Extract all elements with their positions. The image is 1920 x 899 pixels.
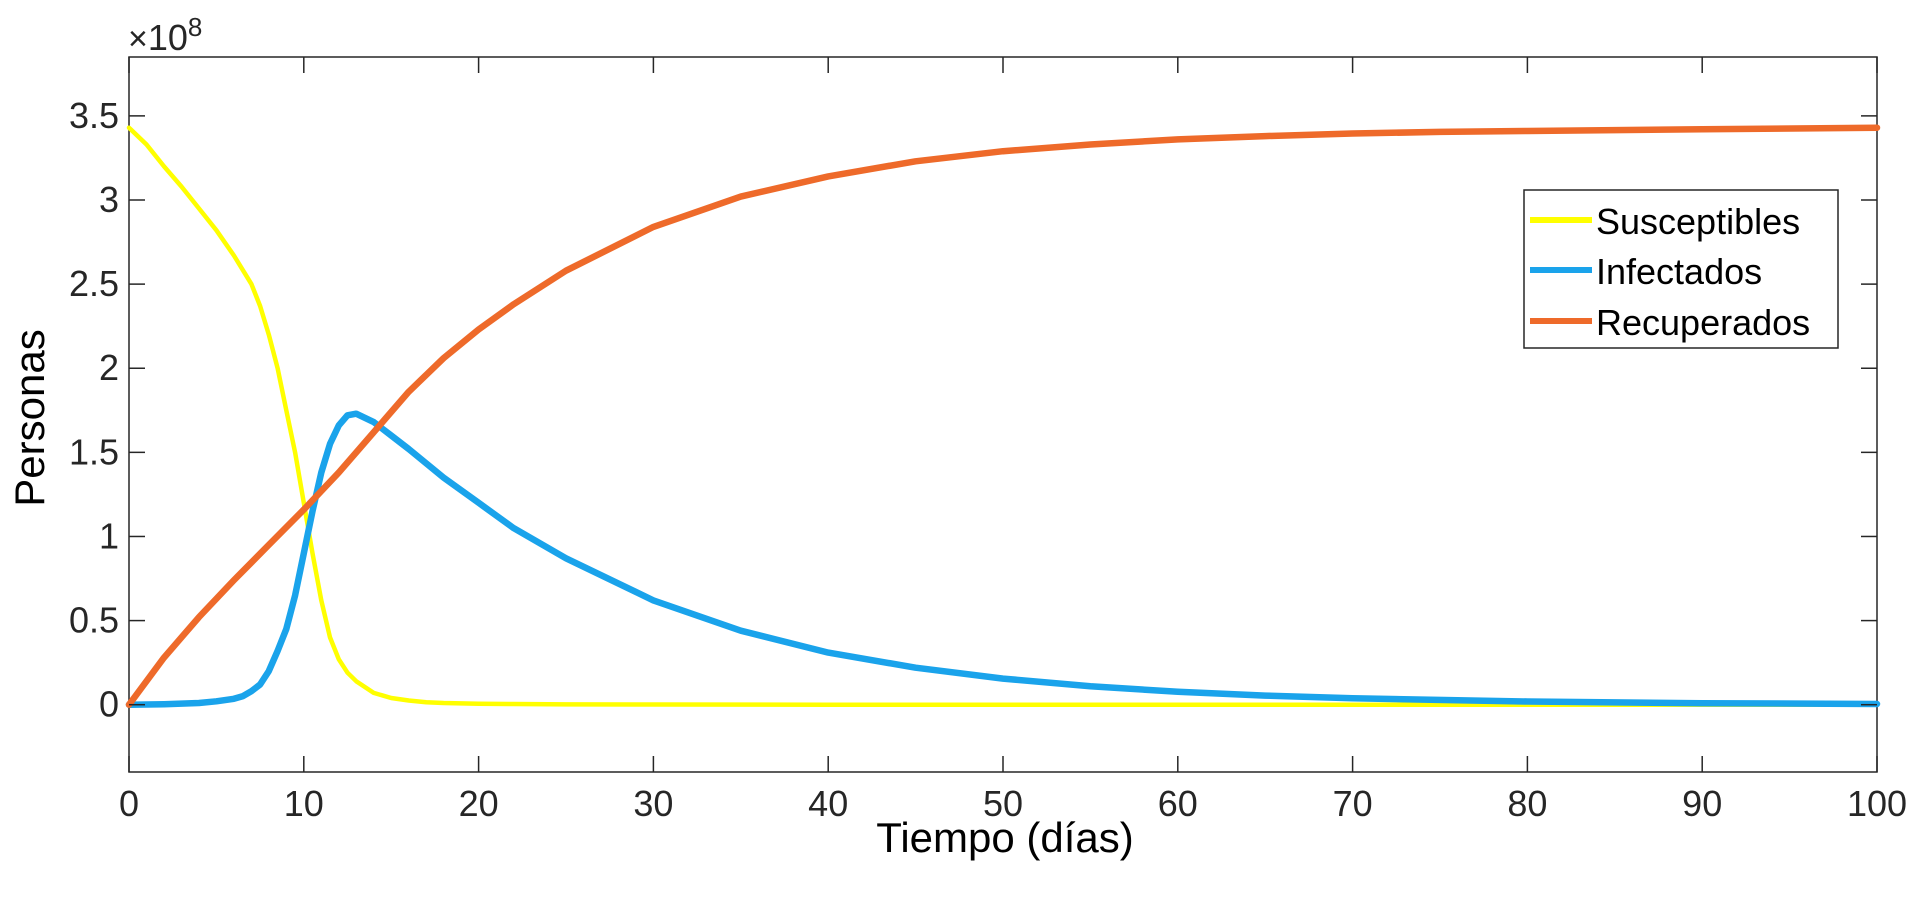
ticks-layer: 0 10 20 30 40 50 60 70 80 90 100 0 0.5 1 1.5 2 2.5 3 3.5 (69, 57, 1907, 824)
axes-box (128, 56, 1878, 773)
y-tick-label: 2.5 (69, 263, 119, 304)
x-tick-label: 100 (1847, 783, 1907, 824)
x-tick-label: 0 (119, 783, 139, 824)
x-tick-label: 30 (633, 783, 673, 824)
x-tick-label: 70 (1333, 783, 1373, 824)
y-axis-multiplier: ×108 (128, 12, 202, 58)
y-tick-label: 0.5 (69, 600, 119, 641)
y-tick-label: 1 (99, 515, 119, 556)
x-tick-label: 40 (808, 783, 848, 824)
x-tick-label: 20 (459, 783, 499, 824)
y-tick-label: 1.5 (69, 431, 119, 472)
plot-area (128, 56, 1878, 773)
x-tick-label: 60 (1158, 783, 1198, 824)
legend-label-recuperados: Recuperados (1596, 302, 1810, 343)
y-tick-label: 2 (99, 347, 119, 388)
legend-label-infectados: Infectados (1596, 251, 1762, 292)
x-tick-label: 50 (983, 783, 1023, 824)
series-line-susceptibles (126, 125, 1880, 707)
legend: Susceptibles Infectados Recuperados (1523, 189, 1839, 349)
y-tick-label: 3.5 (69, 95, 119, 136)
series-line-infectados (125, 410, 1881, 708)
x-tick-label: 80 (1507, 783, 1547, 824)
y-tick-label: 0 (99, 684, 119, 725)
x-tick-label: 10 (284, 783, 324, 824)
y-axis-title: Personas (6, 329, 53, 506)
x-axis-title: Tiempo (días) (876, 814, 1134, 861)
series-line-recuperados (125, 124, 1881, 708)
y-tick-label: 3 (99, 179, 119, 220)
x-tick-label: 90 (1682, 783, 1722, 824)
series-layer (125, 124, 1881, 708)
legend-label-susceptibles: Susceptibles (1596, 201, 1800, 242)
